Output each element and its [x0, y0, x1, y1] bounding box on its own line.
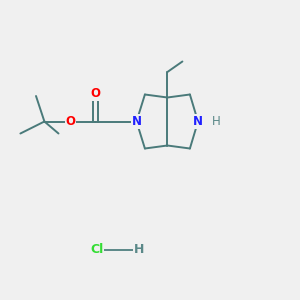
Text: O: O [90, 87, 100, 100]
Text: H: H [212, 115, 220, 128]
Text: Cl: Cl [90, 243, 104, 256]
Text: N: N [193, 115, 203, 128]
Text: N: N [131, 115, 142, 128]
Text: O: O [65, 115, 76, 128]
Text: H: H [134, 243, 144, 256]
